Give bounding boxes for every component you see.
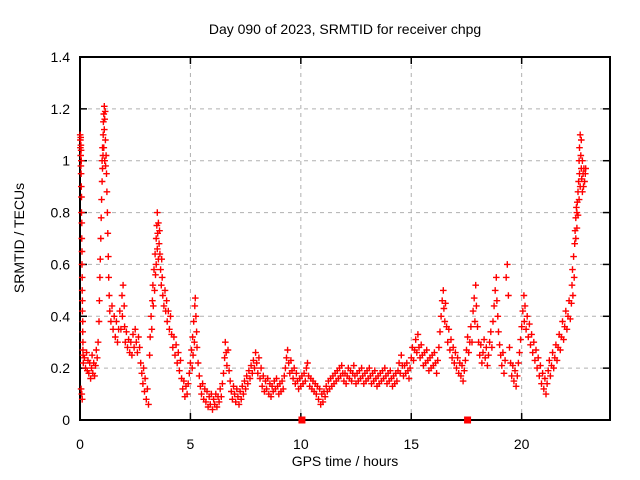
y-tick-label: 0.4 (51, 308, 71, 324)
scatter-points-SRMTID (76, 103, 589, 413)
square-marker (298, 416, 306, 424)
x-tick-label: 5 (187, 436, 195, 452)
x-tick-label: 15 (403, 436, 419, 452)
x-tick-label: 10 (293, 436, 309, 452)
y-tick-label: 1.4 (51, 49, 71, 65)
y-tick-label: 1 (62, 153, 70, 169)
y-tick-label: 0.8 (51, 205, 71, 221)
x-tick-label: 20 (514, 436, 530, 452)
y-tick-label: 0.6 (51, 256, 71, 272)
y-tick-label: 0.2 (51, 360, 71, 376)
y-tick-label: 0 (62, 412, 70, 428)
chart-title: Day 090 of 2023, SRMTID for receiver chp… (208, 21, 482, 37)
x-tick-label: 0 (76, 436, 84, 452)
square-marker (464, 416, 472, 424)
y-tick-label: 1.2 (51, 101, 71, 117)
x-axis-label: GPS time / hours (291, 453, 399, 469)
